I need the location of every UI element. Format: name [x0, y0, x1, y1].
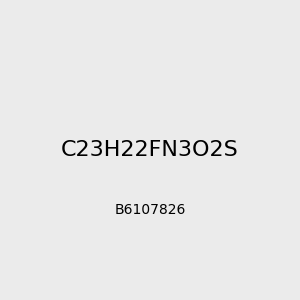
Text: B6107826: B6107826 [114, 203, 186, 217]
Text: C23H22FN3O2S: C23H22FN3O2S [61, 140, 239, 160]
